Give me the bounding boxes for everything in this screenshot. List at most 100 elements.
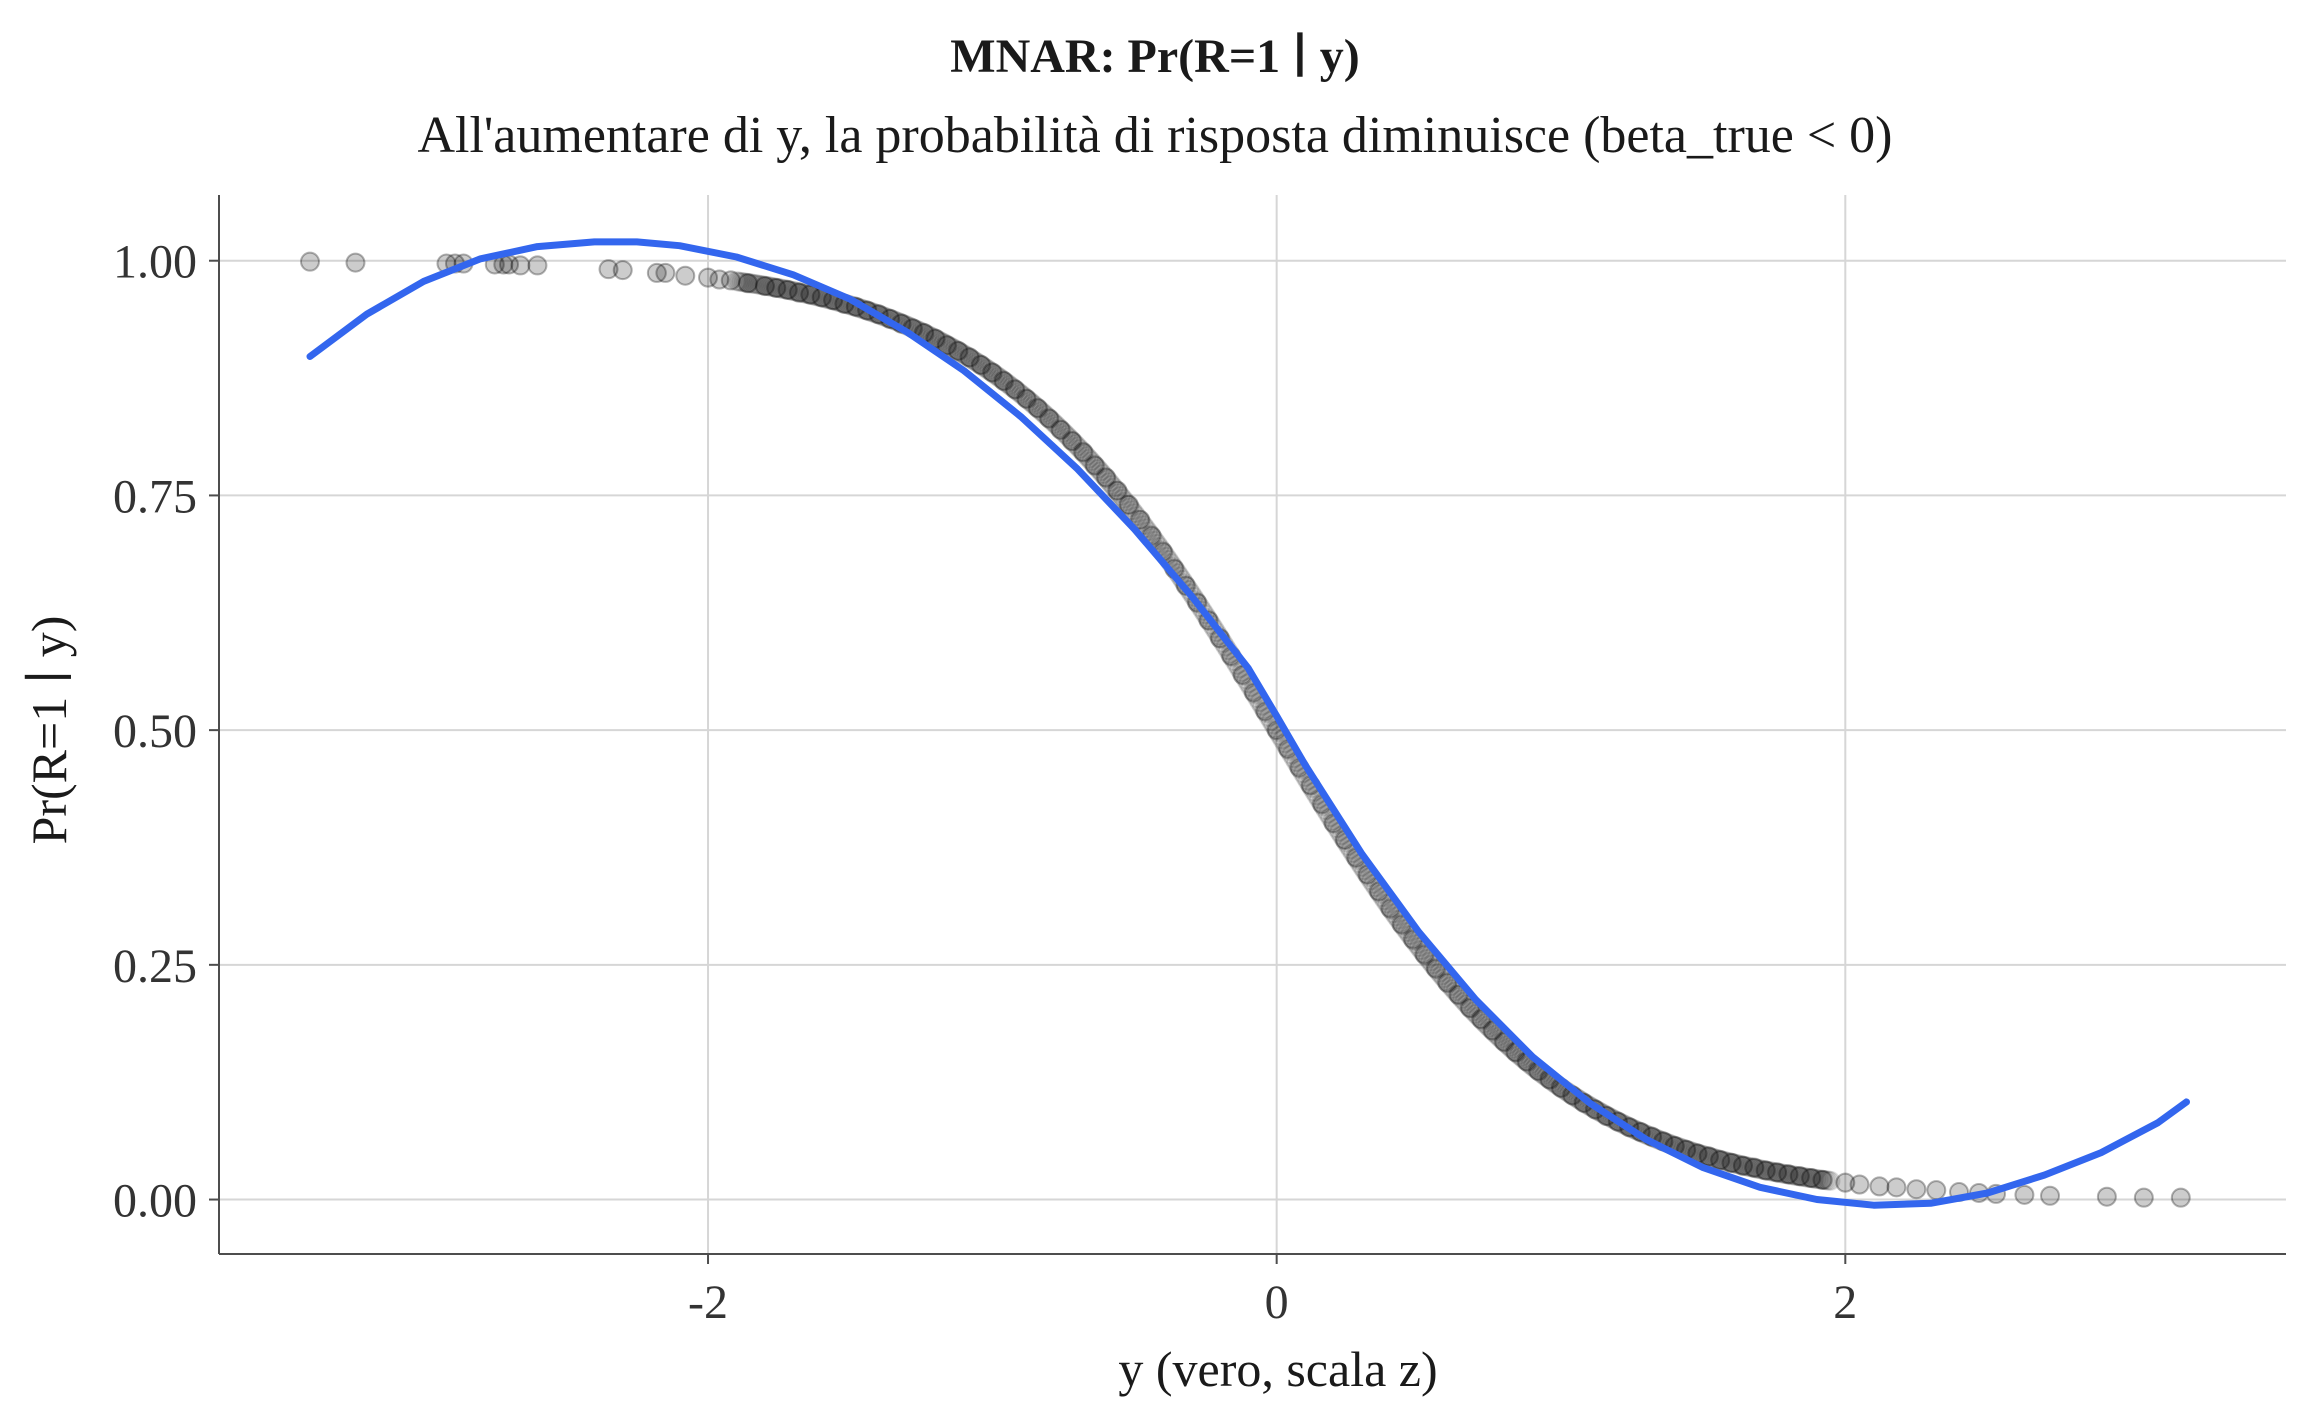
x-axis-title: y (vero, scala z) [1118, 1341, 1437, 1397]
data-point [1729, 1154, 1750, 1175]
plot-area [218, 195, 2286, 1255]
data-point [774, 279, 795, 300]
data-point [698, 267, 719, 288]
data-point [1788, 1166, 1809, 1187]
data-point [1740, 1157, 1761, 1178]
data-point [776, 279, 797, 300]
data-point [960, 348, 981, 369]
data-point [1074, 443, 1095, 464]
data-point [937, 335, 958, 356]
data-point [1072, 441, 1093, 462]
data-point [936, 335, 957, 356]
data-point [970, 354, 991, 375]
data-point [1067, 436, 1088, 457]
data-point [948, 340, 969, 361]
data-point [1755, 1160, 1776, 1181]
data-point [972, 355, 993, 376]
data-point [1479, 1017, 1500, 1038]
data-point [1129, 509, 1150, 530]
data-point [527, 255, 548, 276]
data-point [1781, 1165, 1802, 1186]
data-point [982, 362, 1003, 383]
data-point [985, 365, 1006, 386]
data-point [1697, 1146, 1718, 1167]
chart-title: MNAR: Pr(R=1 ∣ y) [950, 30, 1359, 83]
data-point [1088, 458, 1109, 479]
data-point [1731, 1155, 1752, 1176]
data-point [1119, 497, 1140, 518]
data-point [981, 361, 1002, 382]
data-point [751, 275, 772, 296]
data-point [2170, 1187, 2191, 1208]
data-point [1445, 981, 1466, 1002]
data-point [1050, 419, 1071, 440]
data-point [735, 272, 756, 293]
chart-subtitle: All'aumentare di y, la probabilità di ri… [417, 107, 1892, 164]
data-point [1010, 383, 1031, 404]
data-point [931, 331, 952, 352]
data-point [959, 347, 980, 368]
data-point [1711, 1150, 1732, 1171]
data-point [1820, 1170, 1841, 1191]
data-point [1724, 1153, 1745, 1174]
data-point [1800, 1168, 1821, 1189]
data-point [1056, 424, 1077, 445]
data-point [1094, 466, 1115, 487]
data-point [1869, 1176, 1890, 1197]
data-point [1793, 1166, 1814, 1187]
data-point [1079, 448, 1100, 469]
data-point [1483, 1022, 1504, 1043]
data-point [731, 271, 752, 292]
data-point [1028, 399, 1049, 420]
data-point [1122, 500, 1143, 521]
data-point [1747, 1158, 1768, 1179]
data-point [598, 259, 619, 280]
data-point [997, 373, 1018, 394]
data-point [1090, 461, 1111, 482]
data-point [1786, 1165, 1807, 1186]
data-point [1472, 1010, 1493, 1031]
data-point [1818, 1170, 1839, 1191]
data-point [1722, 1153, 1743, 1174]
data-point [1438, 973, 1459, 994]
data-point [1013, 385, 1034, 406]
data-point [733, 272, 754, 293]
data-point [1770, 1163, 1791, 1184]
data-point [1790, 1166, 1811, 1187]
data-point [1442, 978, 1463, 999]
y-tick-label: 1.00 [113, 236, 197, 289]
data-point [1047, 415, 1068, 436]
data-point [1124, 503, 1145, 524]
data-point [1706, 1148, 1727, 1169]
data-point [758, 276, 779, 297]
data-point [1031, 401, 1052, 422]
data-point [1738, 1156, 1759, 1177]
data-point [1083, 453, 1104, 474]
data-point [1789, 1166, 1810, 1187]
data-point [1802, 1168, 1823, 1189]
data-point [1713, 1150, 1734, 1171]
x-tick-label: 2 [1833, 1276, 1857, 1329]
data-point [1427, 959, 1448, 980]
data-point [709, 269, 730, 290]
data-point [1709, 1149, 1730, 1170]
data-point [1906, 1179, 1927, 1200]
data-point [1467, 1006, 1488, 1027]
data-point [993, 370, 1014, 391]
data-point [792, 282, 813, 303]
data-point [1768, 1162, 1789, 1183]
data-point [1024, 395, 1045, 416]
data-point [1429, 962, 1450, 983]
data-point [933, 332, 954, 353]
data-point [1720, 1152, 1741, 1173]
data-point [740, 273, 761, 294]
x-tick-labels: -2 0 2 [688, 1254, 1857, 1329]
data-point [1812, 1169, 1833, 1190]
data-point [765, 277, 786, 298]
data-point [766, 277, 787, 298]
data-point [1053, 422, 1074, 443]
data-point [1886, 1177, 1907, 1198]
data-point [1481, 1019, 1502, 1040]
data-point [988, 366, 1009, 387]
data-point [760, 276, 781, 297]
